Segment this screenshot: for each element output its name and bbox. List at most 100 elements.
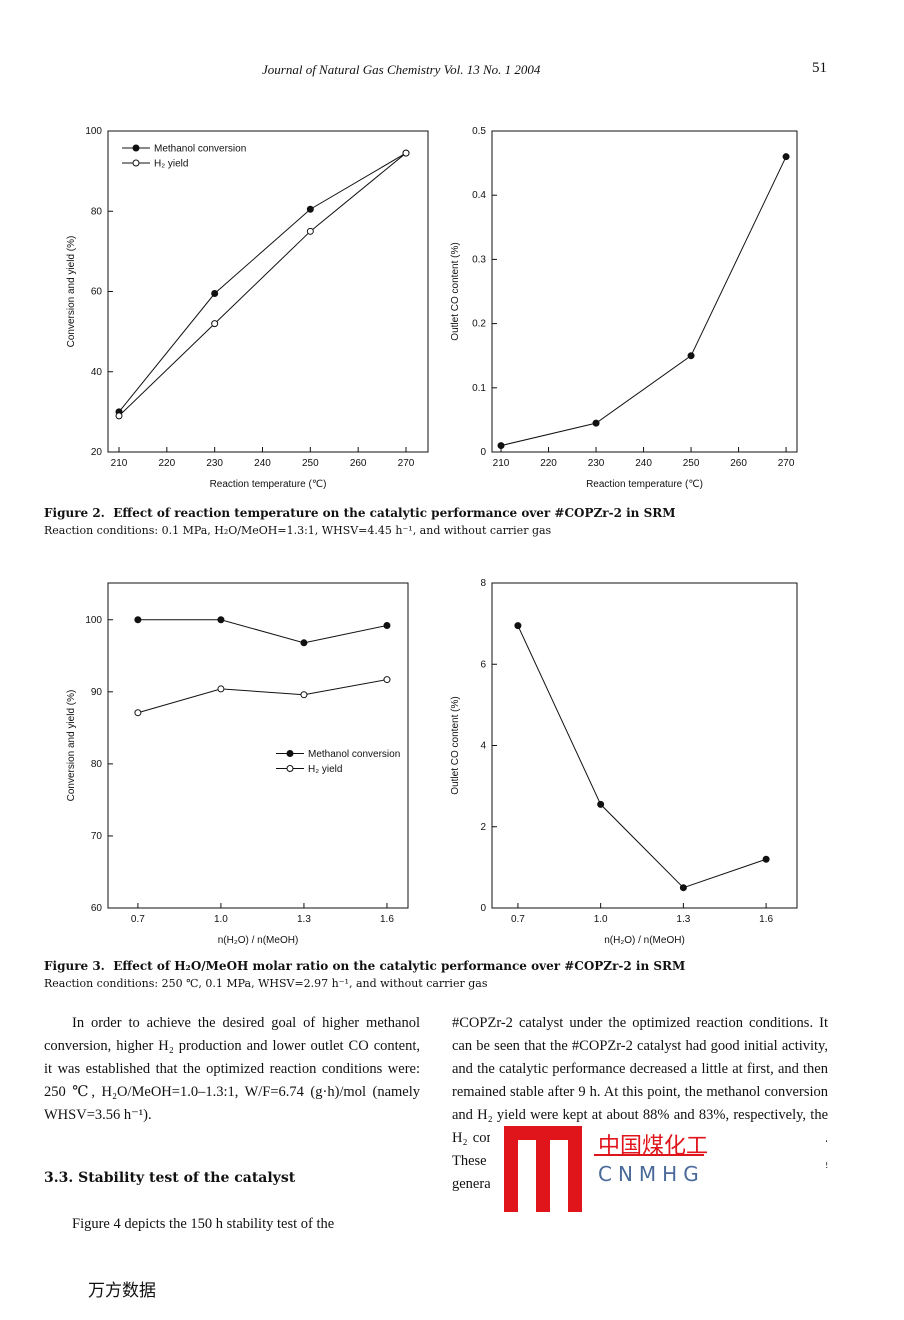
x-tick-label: 220 [540,458,557,469]
data-point [597,800,605,808]
data-point [134,709,142,717]
data-point [782,153,790,161]
caption-text: Effect of H₂O/MeOH molar ratio on the ca… [113,959,686,973]
paragraph: Figure 4 depicts the 150 h stability tes… [72,1216,335,1232]
x-tick-label: 260 [730,458,747,469]
y-tick-label: 100 [85,126,102,137]
plot-frame [107,582,409,909]
x-tick-label: 230 [206,458,223,469]
y-tick-label: 40 [91,367,103,378]
x-axis-label: Reaction temperature (℃) [210,479,327,490]
x-tick-label: 0.7 [511,914,525,925]
x-tick-label: 250 [302,458,319,469]
data-point [217,616,225,624]
figure-conditions: Reaction conditions: 0.1 MPa, H₂O/MeOH=1… [44,524,552,537]
footer: 万方数据 [88,1281,156,1301]
data-point [592,419,600,427]
data-point [211,320,219,328]
watermark: 中国煤化工 CNMHG [490,1124,826,1214]
y-tick-label: 80 [91,759,103,770]
plot-frame [491,582,798,909]
x-tick-label: 210 [493,458,510,469]
data-point [134,616,142,624]
y-tick-label: 8 [480,578,486,589]
y-tick-label: 0 [480,903,486,914]
y-tick-label: 0.2 [472,319,486,330]
series-line [137,679,388,714]
legend-marker [132,144,140,152]
series-line [137,619,388,644]
watermark-logo [490,1124,826,1214]
legend-marker [286,750,294,757]
x-tick-label: 1.6 [759,914,773,925]
legend-label: H₂ yield [154,159,188,170]
legend-marker [286,765,294,772]
y-tick-label: 90 [91,687,103,698]
x-tick-label: 250 [683,458,700,469]
x-tick-label: 1.3 [297,914,311,925]
x-tick-label: 270 [778,458,795,469]
figure-label: Figure 2. [44,506,105,520]
x-tick-label: 270 [398,458,415,469]
x-tick-label: 210 [111,458,128,469]
caption-text: Effect of reaction temperature on the ca… [113,506,676,520]
series-line [118,152,407,417]
x-tick-label: 260 [350,458,367,469]
data-point [497,442,505,450]
y-tick-label: 0.1 [472,383,486,394]
figure-caption: Figure 2. Effect of reaction temperature… [44,506,676,520]
y-tick-label: 0 [480,447,486,458]
data-point [306,227,314,235]
plot-frame [491,130,798,453]
page-number: 51 [812,60,827,76]
y-tick-label: 0.4 [472,190,486,201]
plot-frame [107,130,429,453]
data-point [514,622,522,630]
y-tick-label: 4 [480,741,486,752]
journal-header: Journal of Natural Gas Chemistry Vol. 13… [262,62,541,77]
y-axis-label: Conversion and yield (%) [66,236,77,348]
watermark-cn: 中国煤化工 [598,1134,709,1159]
legend-label: H₂ yield [308,764,342,775]
series-line [118,152,407,413]
watermark-en: CNMHG [598,1162,705,1186]
x-axis-label: n(H₂O) / n(MeOH) [218,935,299,946]
section-heading: 3.3. Stability test of the catalyst [44,1170,296,1186]
data-point [300,639,308,647]
y-tick-label: 0.3 [472,254,486,265]
x-tick-label: 1.3 [676,914,690,925]
data-point [217,685,225,693]
x-tick-label: 1.0 [594,914,608,925]
figure-label: Figure 3. [44,959,105,973]
figure-conditions: Reaction conditions: 250 ℃, 0.1 MPa, WHS… [44,977,488,990]
y-axis-label: Outlet CO content (%) [450,696,461,794]
x-tick-label: 1.0 [214,914,228,925]
data-point [383,676,391,684]
y-axis-label: Outlet CO content (%) [450,242,461,340]
data-point [762,855,770,863]
y-tick-label: 60 [91,903,103,914]
data-point [211,290,219,298]
y-tick-label: 100 [85,615,102,626]
y-tick-label: 0.5 [472,126,486,137]
data-point [402,149,410,157]
paragraph: In order to achieve the desired goal of … [44,1015,420,1123]
data-point [306,205,314,213]
x-tick-label: 1.6 [380,914,394,925]
data-point [383,622,391,630]
series-line [517,625,767,889]
y-axis-label: Conversion and yield (%) [66,690,77,802]
legend-marker [132,159,140,167]
x-tick-label: 240 [635,458,652,469]
y-tick-label: 60 [91,287,103,298]
figure-caption: Figure 3. Effect of H₂O/MeOH molar ratio… [44,959,685,973]
data-point [115,412,123,420]
x-tick-label: 220 [158,458,175,469]
series-line [500,156,787,447]
legend-label: Methanol conversion [308,749,400,760]
y-tick-label: 20 [91,447,103,458]
y-tick-label: 6 [480,659,486,670]
data-point [687,352,695,360]
